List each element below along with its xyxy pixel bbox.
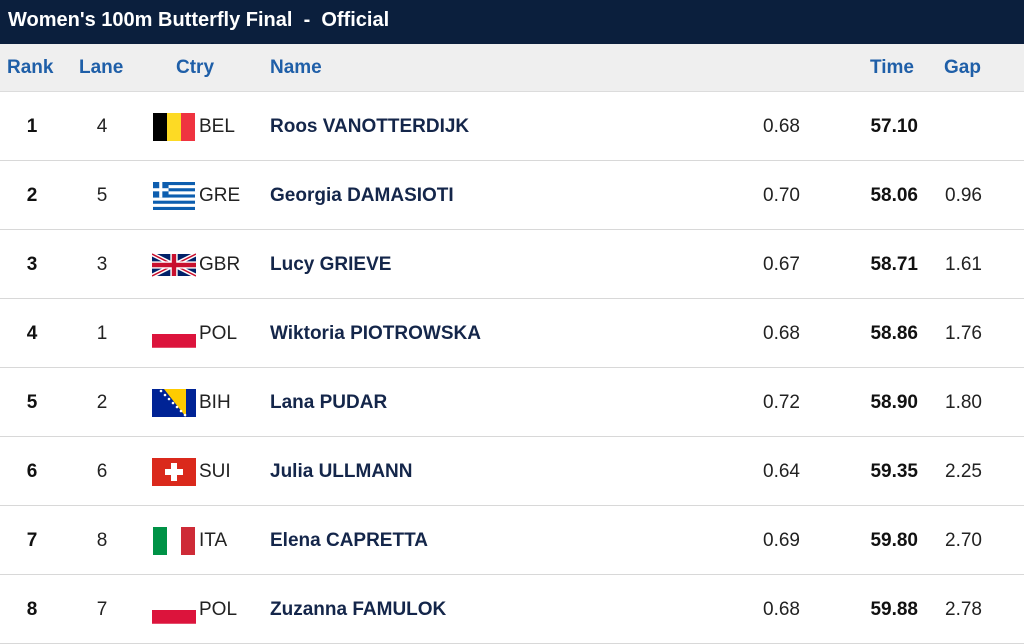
table-row[interactable]: 5 2 BIH Lana PUDAR 0.72 58.90 1.80 bbox=[0, 368, 1024, 437]
table-row[interactable]: 7 8 ITA Elena CAPRETTA 0.69 59.80 2.70 bbox=[0, 506, 1024, 575]
country-code: GRE bbox=[199, 185, 241, 206]
final-time: 59.35 bbox=[870, 461, 918, 482]
rank-cell: 4 bbox=[26, 323, 38, 344]
results-table-body: 1 4 BEL Roos VANOTTERDIJK 0.68 57.10 2 5… bbox=[0, 92, 1024, 644]
final-time: 59.88 bbox=[870, 599, 918, 620]
country-code: ITA bbox=[199, 530, 228, 551]
gbr-flag-icon bbox=[152, 251, 196, 279]
athlete-name[interactable]: Lana PUDAR bbox=[270, 392, 388, 413]
rank-cell: 6 bbox=[26, 461, 38, 482]
rank-cell: 3 bbox=[26, 254, 38, 275]
lane-cell: 3 bbox=[96, 254, 108, 275]
bel-flag-icon bbox=[152, 113, 196, 141]
time-gap: 1.76 bbox=[945, 323, 982, 344]
final-time: 58.90 bbox=[870, 392, 918, 413]
time-gap: 2.78 bbox=[945, 599, 982, 620]
final-time: 58.86 bbox=[870, 323, 918, 344]
athlete-name[interactable]: Roos VANOTTERDIJK bbox=[270, 116, 470, 137]
pol-flag-icon bbox=[152, 320, 196, 348]
column-header-time[interactable]: Time bbox=[870, 57, 915, 78]
final-time: 57.10 bbox=[870, 116, 918, 137]
page-title: Women's 100m Butterfly Final - Official bbox=[0, 0, 1024, 44]
table-row[interactable]: 1 4 BEL Roos VANOTTERDIJK 0.68 57.10 bbox=[0, 92, 1024, 161]
time-gap: 1.61 bbox=[945, 254, 982, 275]
reaction-time: 0.68 bbox=[763, 116, 800, 137]
final-time: 58.06 bbox=[870, 185, 918, 206]
table-row[interactable]: 3 3 GBR Lucy GRIEVE 0.67 58.71 1.61 bbox=[0, 230, 1024, 299]
reaction-time: 0.64 bbox=[763, 461, 800, 482]
reaction-time: 0.68 bbox=[763, 323, 800, 344]
time-gap: 2.25 bbox=[945, 461, 982, 482]
column-header-rank[interactable]: Rank bbox=[7, 57, 54, 78]
rank-cell: 7 bbox=[26, 530, 38, 551]
athlete-name[interactable]: Elena CAPRETTA bbox=[270, 530, 429, 551]
sui-flag-icon bbox=[152, 458, 196, 486]
time-gap: 0.96 bbox=[945, 185, 982, 206]
column-header-gap[interactable]: Gap bbox=[944, 57, 981, 78]
country-code: POL bbox=[199, 599, 238, 620]
lane-cell: 4 bbox=[96, 116, 108, 137]
table-row[interactable]: 2 5 GRE Georgia DAMASIOTI 0.70 58.06 0.9… bbox=[0, 161, 1024, 230]
final-time: 59.80 bbox=[870, 530, 918, 551]
athlete-name[interactable]: Zuzanna FAMULOK bbox=[270, 599, 447, 620]
final-time: 58.71 bbox=[870, 254, 918, 275]
table-row[interactable]: 8 7 POL Zuzanna FAMULOK 0.68 59.88 2.78 bbox=[0, 575, 1024, 644]
reaction-time: 0.69 bbox=[763, 530, 800, 551]
rank-cell: 5 bbox=[26, 392, 38, 413]
table-row[interactable]: 4 1 POL Wiktoria PIOTROWSKA 0.68 58.86 1… bbox=[0, 299, 1024, 368]
reaction-time: 0.72 bbox=[763, 392, 800, 413]
reaction-time: 0.68 bbox=[763, 599, 800, 620]
athlete-name[interactable]: Julia ULLMANN bbox=[270, 461, 413, 482]
gre-flag-icon bbox=[152, 182, 196, 210]
athlete-name[interactable]: Lucy GRIEVE bbox=[270, 254, 392, 275]
lane-cell: 5 bbox=[96, 185, 108, 206]
time-gap: 1.80 bbox=[945, 392, 982, 413]
country-code: BEL bbox=[199, 116, 235, 137]
column-header-ctry[interactable]: Ctry bbox=[176, 57, 215, 78]
rank-cell: 2 bbox=[26, 185, 38, 206]
lane-cell: 2 bbox=[96, 392, 108, 413]
ita-flag-icon bbox=[152, 527, 196, 555]
column-header-name[interactable]: Name bbox=[270, 57, 322, 78]
lane-cell: 6 bbox=[96, 461, 108, 482]
bih-flag-icon bbox=[152, 389, 196, 417]
country-code: POL bbox=[199, 323, 238, 344]
pol-flag-icon bbox=[152, 596, 196, 624]
column-header-lane[interactable]: Lane bbox=[79, 57, 124, 78]
lane-cell: 1 bbox=[96, 323, 108, 344]
country-code: GBR bbox=[199, 254, 241, 275]
reaction-time: 0.67 bbox=[763, 254, 800, 275]
reaction-time: 0.70 bbox=[763, 185, 800, 206]
rank-cell: 8 bbox=[26, 599, 38, 620]
time-gap: 2.70 bbox=[945, 530, 982, 551]
country-code: BIH bbox=[199, 392, 231, 413]
table-row[interactable]: 6 6 SUI Julia ULLMANN 0.64 59.35 2.25 bbox=[0, 437, 1024, 506]
rank-cell: 1 bbox=[26, 116, 38, 137]
lane-cell: 8 bbox=[96, 530, 108, 551]
country-code: SUI bbox=[199, 461, 231, 482]
table-header: Rank Lane Ctry Name Time Gap bbox=[0, 44, 1024, 92]
athlete-name[interactable]: Georgia DAMASIOTI bbox=[270, 185, 454, 206]
lane-cell: 7 bbox=[96, 599, 108, 620]
athlete-name[interactable]: Wiktoria PIOTROWSKA bbox=[270, 323, 481, 344]
